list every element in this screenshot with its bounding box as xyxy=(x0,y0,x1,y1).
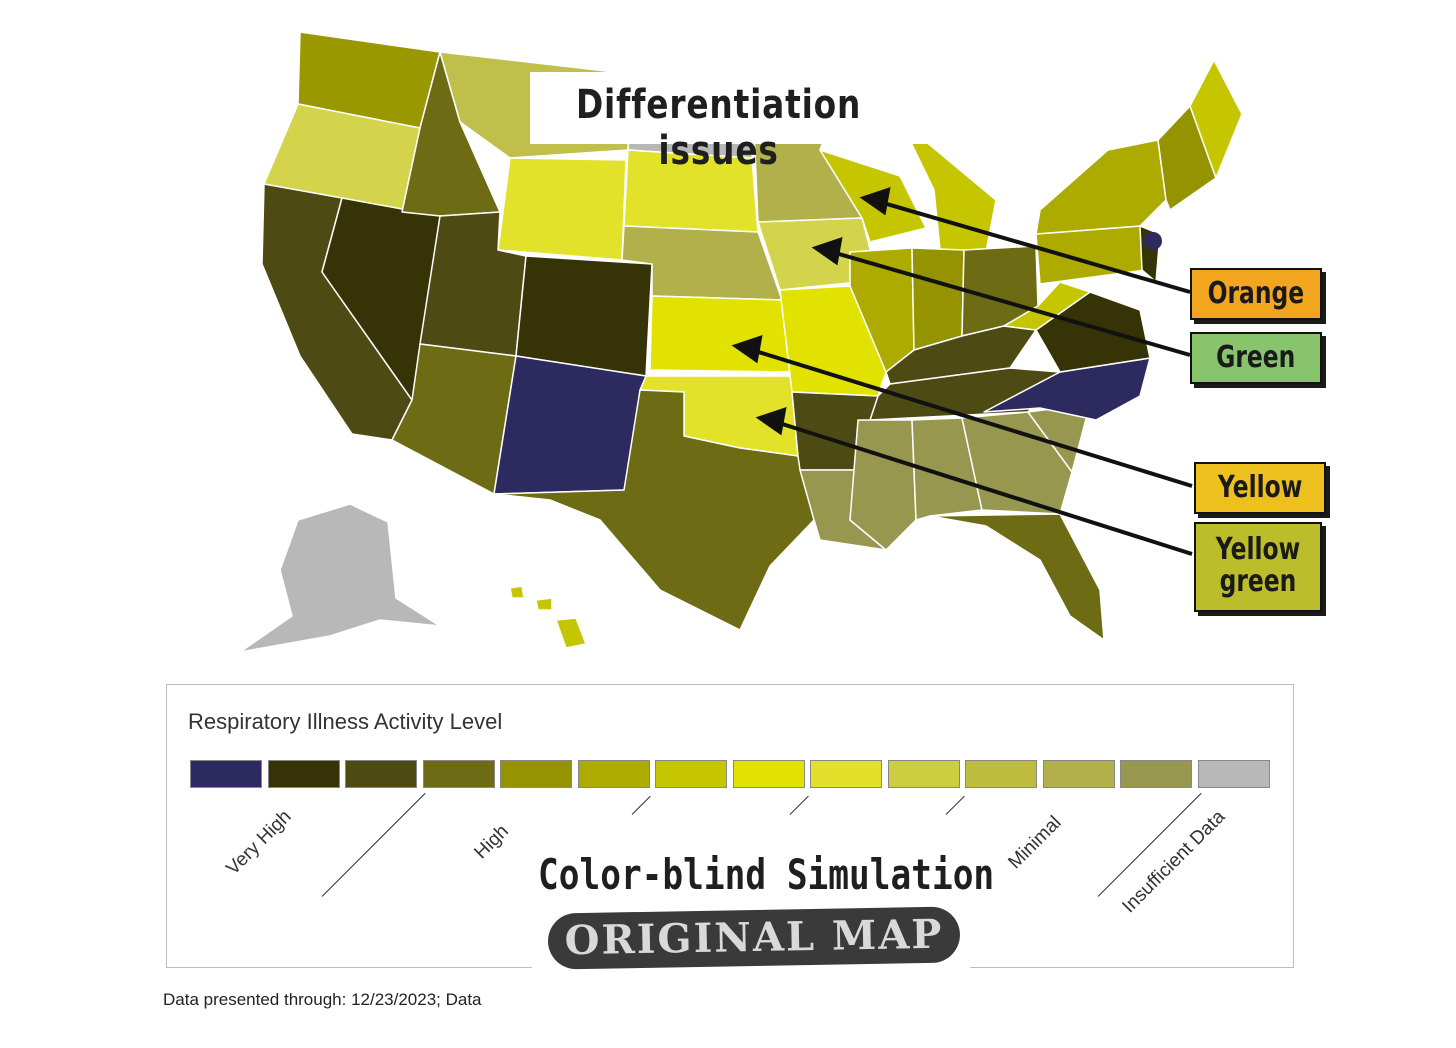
legend-swatch-2 xyxy=(267,760,340,788)
legend-swatch-3 xyxy=(345,760,417,788)
state-me[interactable] xyxy=(1189,59,1243,179)
legend-swatch-10 xyxy=(887,760,960,788)
callout-yellow-green-label: Yellow green xyxy=(1215,532,1301,599)
original-map-badge: ORIGINAL MAP xyxy=(547,906,961,970)
callout-orange-label: Orange xyxy=(1207,276,1305,311)
callout-yellow-label: Yellow xyxy=(1217,470,1303,505)
state-in[interactable] xyxy=(911,247,965,351)
state-hi[interactable] xyxy=(509,585,587,649)
state-co[interactable] xyxy=(515,255,653,377)
state-az[interactable] xyxy=(391,343,517,495)
state-ny[interactable] xyxy=(1035,139,1167,235)
legend-swatch-7 xyxy=(655,760,727,788)
legend-swatch-1 xyxy=(190,760,262,788)
map-title: Differentiation issues xyxy=(575,82,862,174)
callout-yellow-green: Yellow green xyxy=(1194,522,1322,612)
callout-green-label: Green xyxy=(1216,340,1296,375)
legend-swatch-4 xyxy=(422,760,495,788)
legend-swatch-8 xyxy=(732,760,805,788)
state-fl[interactable] xyxy=(929,513,1105,641)
state-new-england[interactable] xyxy=(1157,105,1217,211)
dc-marker xyxy=(1144,232,1162,250)
legend-swatch-9 xyxy=(810,760,882,788)
state-ks[interactable] xyxy=(649,295,793,373)
arrows xyxy=(731,187,1193,556)
legend-swatch-6 xyxy=(577,760,650,788)
callout-green: Green xyxy=(1190,332,1322,384)
legend-swatch-14 xyxy=(1197,760,1270,788)
legend-title: Respiratory Illness Activity Level xyxy=(188,709,503,734)
original-map-label: ORIGINAL MAP xyxy=(564,910,944,965)
footnote: Data presented through: 12/23/2023; Data xyxy=(163,990,482,1009)
legend-swatch-5 xyxy=(500,760,572,788)
state-ak[interactable] xyxy=(239,503,441,653)
state-nm[interactable] xyxy=(493,355,647,495)
simulation-label: Color-blind Simulation xyxy=(538,850,995,899)
legend-swatch-12 xyxy=(1042,760,1115,788)
state-tx[interactable] xyxy=(493,389,815,631)
legend-swatch-11 xyxy=(965,760,1037,788)
state-al[interactable] xyxy=(911,417,983,521)
legend-swatch-13 xyxy=(1120,760,1192,788)
callout-yellow: Yellow xyxy=(1194,462,1326,514)
title-backdrop xyxy=(530,72,970,144)
callout-orange: Orange xyxy=(1190,268,1322,320)
